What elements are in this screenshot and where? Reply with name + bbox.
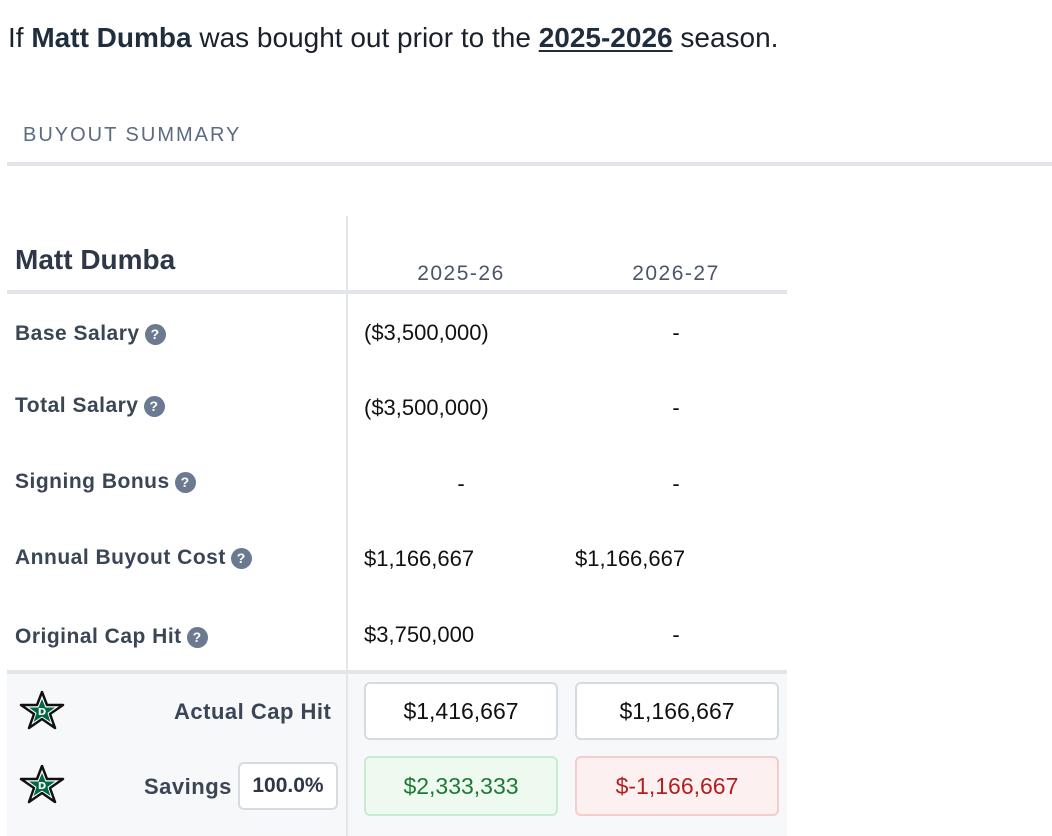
annual-buyout-cost-2026-27: $1,166,667 (575, 546, 686, 571)
actual-cap-hit-2026-27: $1,166,667 (575, 682, 779, 740)
row-label-original-cap-hit: Original Cap Hit ? (15, 625, 208, 649)
section-divider (7, 162, 1052, 166)
annual-buyout-cost-2025-26: $1,166,667 (364, 546, 475, 571)
headline-suffix: season. (680, 22, 779, 53)
headline-middle: was bought out prior to the (199, 22, 531, 53)
table-player-name: Matt Dumba (15, 244, 176, 275)
svg-text:D: D (38, 781, 46, 792)
row-label-base-salary: Base Salary ? (15, 322, 166, 346)
buyout-table: Matt Dumba 2025-26 2026-27 Base Salary ?… (7, 216, 787, 836)
question-circle-icon[interactable]: ? (143, 395, 165, 417)
svg-text:D: D (38, 707, 46, 718)
headline-prefix: If (8, 22, 24, 53)
actual-cap-hit-label: Actual Cap Hit (174, 699, 332, 724)
row-label-total-salary: Total Salary ? (15, 394, 165, 418)
footer-divider (7, 670, 787, 674)
headline-player-name: Matt Dumba (31, 22, 192, 53)
base-salary-2025-26: ($3,500,000) (364, 320, 489, 345)
total-salary-2025-26: ($3,500,000) (364, 395, 489, 420)
season-link[interactable]: 2025-2026 (538, 22, 673, 53)
savings-percent-input[interactable]: 100.0% (238, 762, 338, 810)
actual-cap-hit-2025-26: $1,416,667 (364, 682, 558, 740)
question-circle-icon[interactable]: ? (230, 547, 252, 569)
savings-label: Savings (144, 774, 232, 799)
signing-bonus-2026-27: - (672, 471, 680, 496)
dallas-stars-logo: D (19, 690, 65, 730)
row-label-annual-buyout-cost: Annual Buyout Cost ? (15, 546, 252, 570)
buyout-headline: If Matt Dumba was bought out prior to th… (8, 18, 778, 58)
question-circle-icon[interactable]: ? (144, 323, 166, 345)
question-circle-icon[interactable]: ? (174, 471, 196, 493)
section-title: BUYOUT SUMMARY (23, 124, 242, 146)
dallas-stars-logo: D (19, 764, 65, 804)
base-salary-2026-27: - (672, 320, 680, 345)
savings-2025-26: $2,333,333 (364, 756, 558, 816)
question-circle-icon[interactable]: ? (186, 626, 208, 648)
column-divider (346, 216, 348, 836)
savings-2026-27: $-1,166,667 (575, 756, 779, 816)
original-cap-hit-2026-27: - (672, 622, 680, 647)
total-salary-2026-27: - (672, 395, 680, 420)
signing-bonus-2025-26: - (457, 471, 465, 496)
original-cap-hit-2025-26: $3,750,000 (364, 622, 475, 647)
header-divider (7, 290, 787, 294)
row-label-signing-bonus: Signing Bonus ? (15, 470, 196, 494)
season-header-2025-26: 2025-26 (417, 262, 505, 285)
season-header-2026-27: 2026-27 (632, 262, 720, 285)
